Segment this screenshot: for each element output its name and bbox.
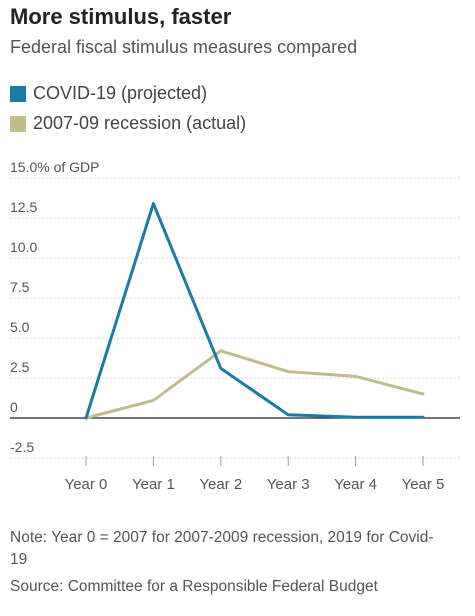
- y-tick-label: 12.5: [10, 199, 37, 215]
- series-line-recession: [84, 349, 425, 420]
- y-axis-ticks: 15.0% of GDP 12.5 10.0 7.5 5.0 2.5 0 -2.5: [10, 159, 100, 455]
- y-tick-label: 7.5: [10, 279, 30, 295]
- legend-item-covid: COVID-19 (projected): [10, 83, 207, 104]
- chart-subtitle: Federal fiscal stimulus measures compare…: [10, 37, 358, 57]
- y-tick-label: -2.5: [10, 439, 34, 455]
- legend-item-recession: 2007-09 recession (actual): [10, 113, 246, 134]
- y-tick-label: 0: [10, 399, 18, 415]
- legend-label-recession: 2007-09 recession (actual): [33, 113, 247, 133]
- x-tick-label: Year 4: [334, 476, 377, 493]
- y-tick-label: 5.0: [10, 319, 30, 335]
- y-tick-label: 10.0: [10, 239, 37, 255]
- x-tick-label: Year 5: [402, 476, 445, 493]
- x-tick-label: Year 0: [65, 476, 108, 493]
- legend-swatch-covid: [10, 85, 26, 102]
- legend-label-covid: COVID-19 (projected): [33, 83, 208, 103]
- x-tick-label: Year 2: [199, 476, 242, 493]
- chart-source: Source: Committee for a Responsible Fede…: [10, 578, 378, 595]
- legend-swatch-recession: [10, 115, 26, 132]
- y-tick-label: 15.0% of GDP: [10, 159, 100, 175]
- x-tick-label: Year 1: [132, 476, 175, 493]
- line-chart: 15.0% of GDP 12.5 10.0 7.5 5.0 2.5 0 -2.5 Year …: [10, 159, 460, 493]
- chart-note: Note: Year 0 = 2007 for 2007-2009 recess…: [10, 529, 434, 568]
- x-axis-ticks: Year 0 Year 1 Year 2 Year 3 Year 4 Year 5: [65, 456, 445, 493]
- chart-title: More stimulus, faster: [10, 4, 232, 29]
- y-tick-label: 2.5: [10, 359, 30, 375]
- series-line-covid: [84, 202, 425, 420]
- series-layer: [84, 202, 425, 420]
- x-tick-label: Year 3: [267, 476, 310, 493]
